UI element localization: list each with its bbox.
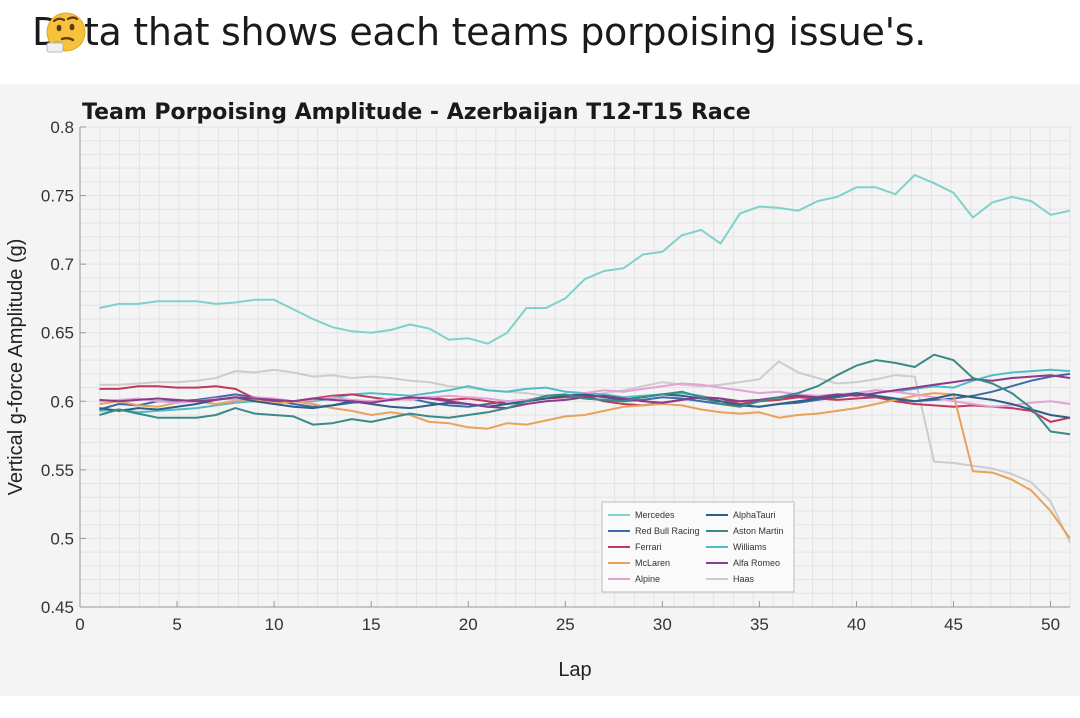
series-line-haas	[99, 360, 1071, 543]
x-tick-label: 35	[750, 615, 769, 634]
series-line-mercedes	[99, 174, 1071, 345]
caption-text: Data that shows each teams porpoising is…	[32, 10, 927, 54]
legend-box	[601, 501, 795, 593]
series-line-williams	[99, 368, 1071, 414]
series-line-alpine	[99, 382, 1071, 408]
x-ticks: 0 5 10 15 20 25 30 35 40 45 50	[75, 601, 1060, 634]
legend-label: Ferrari	[635, 542, 662, 552]
legend-label: Haas	[733, 574, 755, 584]
x-tick-label: 0	[75, 615, 84, 634]
chart-card: 0.45 0.5 0.55 0.6 0.65 0.7 0.75 0.8 0 5 10 15 20 25 3…	[0, 84, 1080, 696]
legend-label: Williams	[733, 542, 767, 552]
y-tick-label: 0.45	[41, 598, 74, 617]
x-tick-label: 30	[653, 615, 672, 634]
y-tick-label: 0.7	[50, 255, 74, 274]
porpoising-line-chart: 0.45 0.5 0.55 0.6 0.65 0.7 0.75 0.8 0 5 10 15 20 25 3…	[5, 100, 1071, 681]
y-tick-label: 0.55	[41, 461, 74, 480]
x-tick-label: 10	[265, 615, 284, 634]
x-tick-label: 25	[556, 615, 575, 634]
series-lines	[99, 174, 1071, 543]
y-tick-label: 0.65	[41, 324, 74, 343]
legend-label: Red Bull Racing	[635, 526, 700, 536]
x-tick-label: 5	[172, 615, 181, 634]
x-tick-label: 50	[1041, 615, 1060, 634]
thinking-face-emoji-icon	[46, 12, 86, 53]
chart-title: Team Porpoising Amplitude - Azerbaijan T…	[82, 100, 751, 125]
post-caption: Data that shows each teams porpoising is…	[32, 10, 926, 54]
y-tick-label: 0.75	[41, 187, 74, 206]
chart-legend: Mercedes Red Bull Racing Ferrari McLaren Alp…	[601, 501, 795, 593]
x-tick-label: 40	[847, 615, 866, 634]
y-axis-label: Vertical g-force Amplitude (g)	[5, 239, 27, 496]
series-line-aston-martin	[99, 353, 1071, 436]
legend-label: Alpine	[635, 574, 660, 584]
y-tick-label: 0.5	[50, 529, 74, 548]
y-tick-label: 0.8	[50, 118, 74, 137]
x-axis-label: Lap	[558, 659, 591, 681]
legend-label: AlphaTauri	[733, 510, 776, 520]
legend-label: Mercedes	[635, 510, 675, 520]
legend-label: Alfa Romeo	[733, 558, 780, 568]
y-tick-label: 0.6	[50, 392, 74, 411]
y-ticks: 0.45 0.5 0.55 0.6 0.65 0.7 0.75 0.8	[41, 118, 86, 617]
chart-axes	[79, 127, 1070, 608]
series-line-alphatauri	[99, 392, 1071, 419]
legend-label: McLaren	[635, 558, 670, 568]
x-tick-label: 45	[944, 615, 963, 634]
x-tick-label: 20	[459, 615, 478, 634]
chart-grid	[79, 126, 1071, 608]
series-line-alfa-romeo	[99, 374, 1071, 410]
x-tick-label: 15	[362, 615, 381, 634]
legend-label: Aston Martin	[733, 526, 784, 536]
